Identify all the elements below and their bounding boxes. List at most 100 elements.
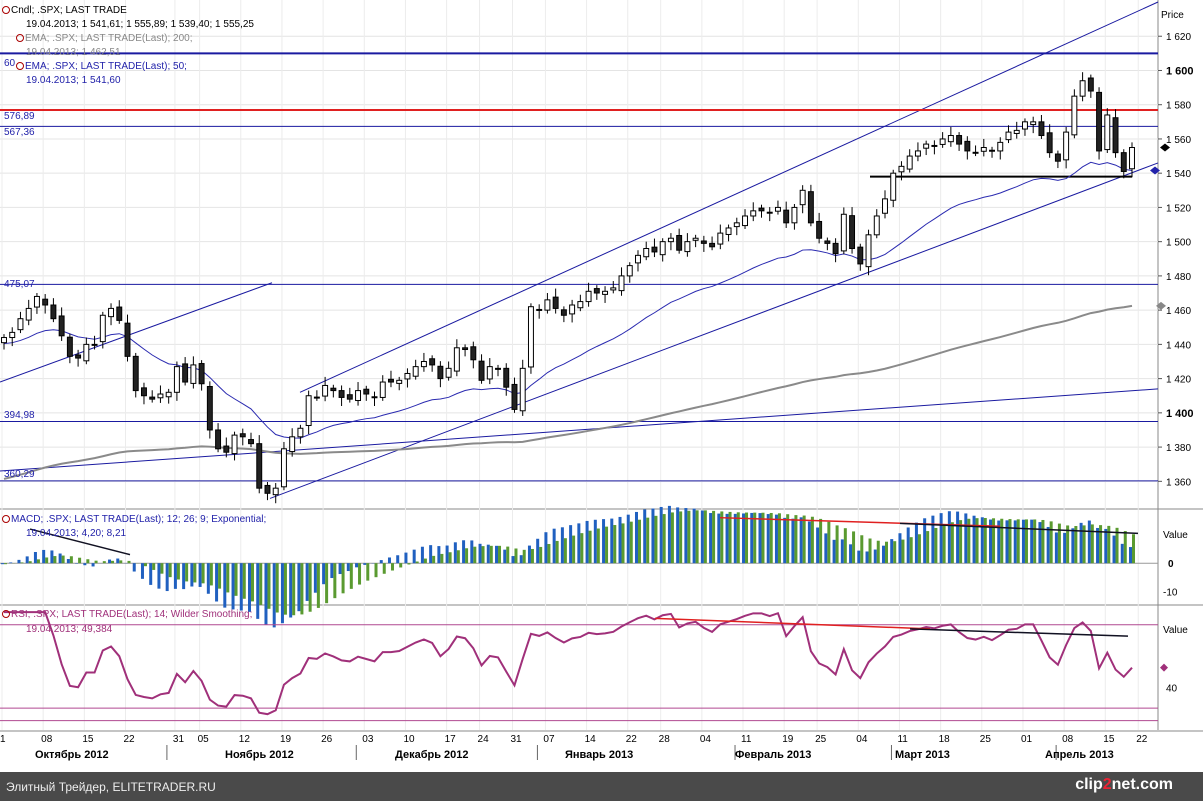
macd-bar-green: [1033, 519, 1037, 564]
candle-body: [182, 363, 189, 383]
macd-bar-green: [736, 512, 740, 564]
x-day-tick-label: 15: [82, 734, 94, 745]
candle-body: [42, 298, 49, 306]
price-tick-label: 1 440: [1166, 340, 1191, 351]
macd-bar-green: [366, 563, 370, 581]
macd-bar-green: [794, 515, 798, 564]
macd-bar-green: [292, 563, 296, 616]
candle-body: [783, 209, 790, 224]
macd-bar-green: [909, 537, 913, 564]
candle-body: [75, 354, 82, 359]
macd-bar-blue: [305, 563, 309, 601]
macd-bar-green: [843, 528, 847, 564]
macd-bar-green: [917, 534, 921, 564]
macd-bar-green: [226, 563, 230, 593]
macd-bar-blue: [338, 563, 342, 575]
ema50-legend[interactable]: EMA; .SPX; LAST TRADE(Last); 50;: [16, 61, 187, 73]
candle-body: [322, 384, 329, 397]
ema50-legend-title: EMA; .SPX; LAST TRADE(Last); 50;: [25, 61, 187, 72]
macd-bar-blue: [313, 563, 317, 593]
x-day-tick-label: 22: [124, 734, 136, 745]
macd-bar-green: [967, 518, 971, 564]
macd-bar-blue: [890, 539, 894, 564]
x-day-tick-label: 11: [741, 734, 752, 745]
macd-bar-blue: [478, 543, 482, 564]
macd-legend[interactable]: MACD; .SPX; LAST TRADE(Last); 12; 26; 9;…: [2, 514, 266, 526]
candle-body: [1054, 153, 1061, 162]
candle-body: [758, 207, 765, 212]
macd-bar-green: [720, 511, 724, 564]
macd-bar-blue: [997, 520, 1001, 564]
footer-bar: Элитный Трейдер, ELITETRADER.RU clip2net…: [0, 772, 1203, 801]
candle-body: [1071, 95, 1078, 136]
macd-bar-blue: [634, 511, 638, 564]
macd-bar-green: [802, 515, 806, 564]
price-tick-label: 1 400: [1166, 408, 1194, 420]
macd-bar-green: [621, 523, 625, 564]
x-day-tick-label: 18: [939, 734, 951, 745]
candle-body: [99, 314, 106, 343]
macd-bar-green: [53, 556, 57, 564]
price-tick-label: 1 580: [1166, 101, 1191, 112]
macd-bar-blue: [231, 563, 235, 610]
x-day-tick-label: 01: [1021, 734, 1033, 745]
macd-bar-green: [382, 563, 386, 574]
macd-bar-blue: [404, 552, 408, 564]
candle-body: [346, 394, 353, 400]
macd-bar-blue: [58, 553, 62, 564]
rsi-legend-title: RSI; .SPX; LAST TRADE(Last); 14; Wilder …: [11, 609, 253, 620]
candle-body: [363, 388, 370, 395]
x-day-tick-label: 25: [815, 734, 827, 745]
macd-bar-blue: [470, 540, 474, 564]
macd-bar-blue: [783, 517, 787, 564]
candle-body: [239, 433, 246, 438]
macd-bar-blue: [914, 522, 918, 564]
ema200-legend-title: EMA; .SPX; LAST TRADE(Last); 200;: [25, 33, 193, 44]
candle-body: [445, 367, 452, 378]
macd-bar-blue: [873, 549, 877, 564]
rsi-legend[interactable]: RSI; .SPX; LAST TRADE(Last); 14; Wilder …: [2, 609, 252, 621]
x-day-tick-label: 19: [782, 734, 794, 745]
macd-bar-green: [36, 559, 40, 564]
macd-bar-green: [374, 563, 378, 578]
candle-body: [437, 365, 444, 380]
macd-bar-blue: [544, 532, 548, 564]
candle-body: [766, 211, 773, 214]
macd-bar-green: [390, 563, 394, 571]
macd-bar-green: [819, 518, 823, 564]
macd-bar-blue: [527, 545, 531, 564]
candle-body: [824, 240, 831, 244]
macd-bar-green: [78, 557, 82, 564]
macd-bar-blue: [602, 519, 606, 564]
macd-bar-green: [950, 522, 954, 564]
macd-bar-blue: [157, 563, 161, 589]
macd-tick-label: -10: [1163, 588, 1178, 599]
macd-bar-blue: [355, 563, 359, 568]
candle-body: [733, 222, 740, 228]
candle-body: [956, 135, 963, 145]
macd-bar-blue: [412, 549, 416, 564]
macd-bar-blue: [165, 563, 169, 592]
macd-bar-green: [432, 555, 436, 564]
macd-bar-green: [69, 556, 73, 564]
candle-body: [83, 343, 90, 362]
macd-bar-blue: [840, 539, 844, 564]
candle-body: [1112, 117, 1119, 154]
x-day-tick-label: 26: [321, 734, 333, 745]
candle-body: [272, 487, 279, 496]
ema200-legend[interactable]: EMA; .SPX; LAST TRADE(Last); 200;: [16, 33, 192, 45]
candle-body: [1013, 129, 1020, 134]
macd-bar-blue: [569, 525, 573, 564]
macd-bar-blue: [132, 563, 136, 572]
macd-bar-green: [251, 563, 255, 602]
candle-legend[interactable]: Cndl; .SPX; LAST TRADE: [2, 5, 127, 17]
x-day-tick-label: 12: [239, 734, 251, 745]
macd-bar-blue: [593, 519, 597, 564]
macd-bar-blue: [651, 508, 655, 564]
macd-bar-green: [160, 563, 164, 574]
candle-body: [1005, 131, 1012, 141]
macd-divergence-dark: [899, 522, 1139, 535]
macd-bar-green: [786, 514, 790, 564]
macd-bar-green: [975, 518, 979, 564]
